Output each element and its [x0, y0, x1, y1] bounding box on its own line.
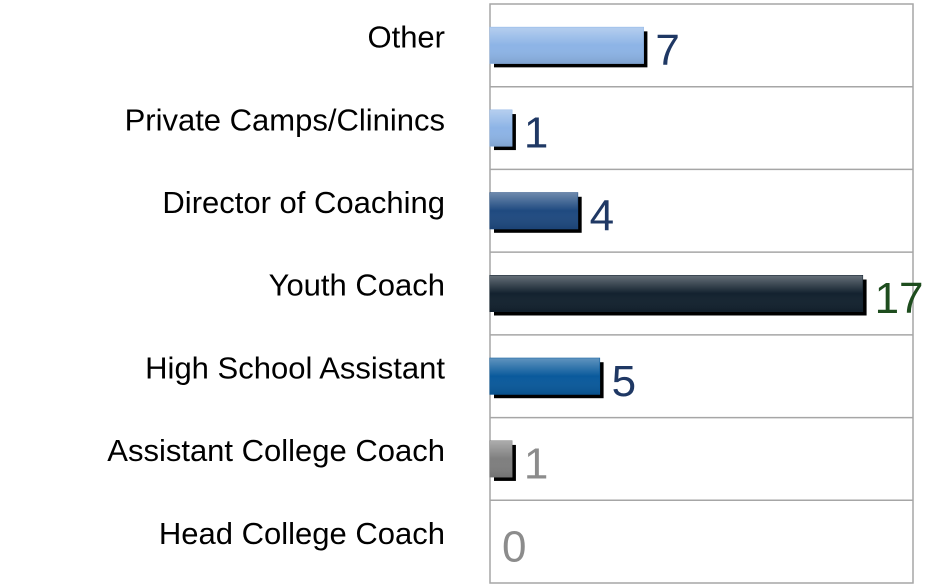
category-label: Head College Coach	[159, 516, 445, 551]
bar-sheen	[490, 27, 644, 64]
value-label: 1	[524, 109, 548, 158]
category-label: High School Assistant	[145, 350, 445, 385]
value-label: 1	[524, 440, 548, 489]
bar-sheen	[490, 358, 600, 395]
category-label: Director of Coaching	[162, 185, 445, 220]
value-label: 5	[612, 357, 636, 406]
value-label: 4	[590, 191, 614, 240]
value-label: 17	[875, 274, 924, 323]
value-label: 0	[502, 522, 526, 571]
category-label: Assistant College Coach	[107, 433, 445, 468]
category-label: Private Camps/Clinincs	[125, 102, 445, 137]
category-label: Other	[367, 20, 445, 55]
category-label: Youth Coach	[269, 268, 445, 303]
value-label: 7	[655, 26, 679, 75]
bar-sheen	[490, 275, 863, 312]
bar-sheen	[490, 110, 512, 147]
bar-sheen	[490, 192, 578, 229]
bar-sheen	[490, 440, 512, 477]
